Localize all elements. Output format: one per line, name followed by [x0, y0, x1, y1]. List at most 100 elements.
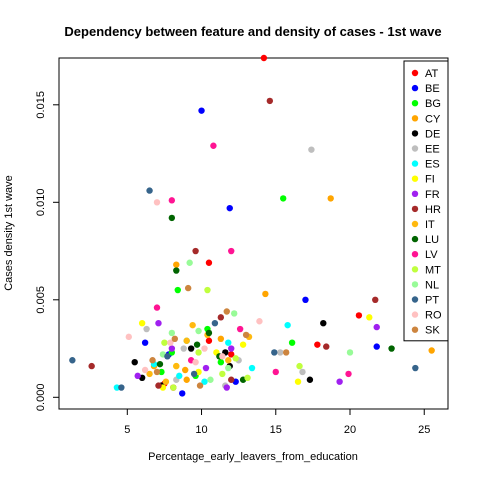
x-tick-label: 15 [270, 424, 282, 436]
data-point-bg [158, 368, 165, 376]
legend-marker-ee [411, 145, 419, 152]
data-point-es [225, 339, 232, 346]
data-point-fr [223, 384, 230, 391]
data-point-be [302, 296, 309, 303]
data-point-fr [134, 372, 141, 380]
data-point-es [113, 384, 121, 391]
data-point-fi [239, 341, 247, 348]
data-point-cy [183, 376, 190, 383]
data-point-lv [210, 142, 217, 149]
data-point-ee [299, 368, 306, 376]
legend-marker-at [411, 69, 419, 77]
data-point-cy [262, 290, 269, 298]
data-point-ro [153, 199, 161, 206]
data-point-pt [146, 187, 153, 194]
data-point-es [284, 321, 291, 329]
data-point-pt [190, 370, 198, 378]
data-point-sk [242, 331, 250, 339]
legend-marker-sk [411, 326, 419, 333]
data-point-hr [266, 97, 274, 105]
data-point-cy [217, 335, 225, 342]
data-point-lv [228, 247, 235, 255]
data-point-mt [204, 286, 211, 294]
y-tick-label: 0.000 [35, 384, 47, 412]
data-point-bg [288, 339, 296, 346]
data-point-nl [207, 376, 214, 383]
legend-marker-fr [411, 190, 419, 197]
data-point-lu [388, 345, 395, 352]
data-point-cy [173, 261, 180, 268]
data-point-pt [164, 353, 171, 360]
data-point-fr [336, 378, 343, 385]
data-point-nl [230, 310, 238, 317]
data-point-lu [193, 341, 201, 348]
data-point-hr [217, 314, 225, 321]
data-point-cy [182, 366, 189, 374]
data-point-it [189, 321, 196, 329]
x-tick-label: 5 [124, 424, 130, 436]
data-point-lu [156, 360, 164, 368]
data-point-ro [201, 345, 208, 352]
data-point-fr [202, 364, 210, 372]
data-point-ro [192, 359, 199, 366]
data-point-at [228, 351, 235, 358]
data-point-mt [244, 374, 251, 381]
legend-marker-lu [411, 235, 419, 243]
data-point-ee [277, 349, 284, 356]
data-point-pt [69, 357, 76, 364]
legend-label-it: IT [425, 219, 435, 231]
data-point-hr [323, 343, 330, 350]
data-point-at [260, 54, 268, 62]
data-point-es [248, 364, 256, 372]
y-axis: 0.000 0.005 0.010 0.015 [35, 91, 60, 412]
legend-label-lv: LV [425, 249, 438, 261]
data-point-ee [180, 345, 187, 352]
data-point-lu [168, 214, 176, 222]
legend-label-pt: PT [425, 295, 439, 307]
data-point-ee [308, 146, 315, 153]
legend-marker-be [411, 84, 419, 92]
legend-label-mt: MT [425, 264, 441, 276]
legend-marker-mt [411, 266, 419, 273]
data-point-fr [168, 345, 176, 352]
data-point-at [314, 341, 321, 348]
data-point-nl [346, 349, 354, 356]
legend-label-be: BE [425, 83, 440, 95]
legend-marker-lv [411, 251, 419, 258]
x-axis: 5 10 15 20 25 [124, 408, 430, 436]
data-point-ro [167, 339, 174, 346]
data-point-pt [271, 349, 278, 356]
data-point-sk [282, 349, 290, 356]
data-point-cy [428, 347, 435, 354]
data-point-lu [173, 267, 180, 274]
legend-label-fi: FI [425, 174, 435, 186]
data-point-fr [155, 320, 162, 327]
data-point-be [198, 107, 205, 114]
data-point-lv [345, 370, 352, 378]
data-point-de [187, 345, 195, 352]
data-point-cy [327, 195, 334, 202]
legend-label-fr: FR [425, 189, 440, 201]
data-point-nl [168, 329, 176, 337]
data-point-hr [88, 362, 95, 370]
data-point-fi [138, 320, 146, 327]
data-point-pt [211, 320, 219, 327]
data-point-mt [296, 362, 303, 370]
data-point-ee [143, 325, 150, 333]
data-point-bg [217, 359, 225, 366]
data-point-ro [219, 353, 226, 360]
data-point-pt [118, 384, 125, 391]
data-point-it [183, 337, 190, 344]
legend-label-lu: LU [425, 234, 439, 246]
data-point-lu [205, 329, 213, 337]
data-point-hr [155, 382, 162, 389]
data-point-bg [174, 286, 181, 294]
y-tick-label: 0.015 [35, 91, 47, 119]
data-point-pt [412, 364, 419, 372]
legend-label-es: ES [425, 159, 440, 171]
data-point-de [131, 359, 138, 366]
y-axis-label: Cases density 1st wave [3, 175, 15, 291]
data-point-hr [228, 376, 235, 383]
